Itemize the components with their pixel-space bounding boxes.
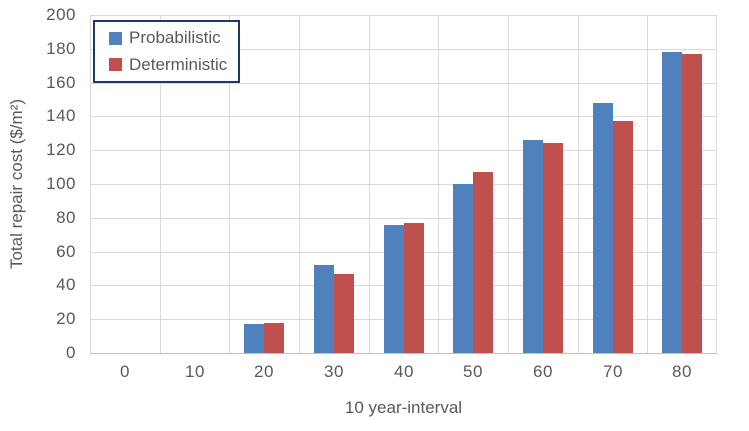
vertical-gridline xyxy=(299,15,300,353)
horizontal-gridline xyxy=(90,218,717,219)
vertical-gridline xyxy=(647,15,648,353)
plot-area xyxy=(90,15,717,354)
y-tick-label: 100 xyxy=(46,174,76,193)
x-tick-label: 70 xyxy=(603,362,623,381)
y-tick-label: 0 xyxy=(66,343,76,362)
x-tick-label: 0 xyxy=(120,362,130,381)
bar-probabilistic-20 xyxy=(244,324,264,353)
horizontal-gridline xyxy=(90,83,717,84)
deterministic-series-swatch-icon xyxy=(109,58,122,72)
y-tick-label: 20 xyxy=(56,309,76,328)
legend-item-deterministic: Deterministic xyxy=(109,55,238,75)
bar-deterministic-40 xyxy=(404,223,424,353)
x-tick-label: 40 xyxy=(394,362,414,381)
bar-deterministic-20 xyxy=(264,323,284,353)
bar-deterministic-50 xyxy=(473,172,493,353)
y-tick-label: 120 xyxy=(46,140,76,159)
bar-deterministic-70 xyxy=(613,121,633,353)
probabilistic-series-swatch-icon xyxy=(109,31,122,45)
vertical-gridline xyxy=(508,15,509,353)
horizontal-gridline xyxy=(90,15,717,16)
x-tick-label: 60 xyxy=(533,362,553,381)
bar-probabilistic-30 xyxy=(314,265,334,353)
bar-probabilistic-50 xyxy=(453,184,473,353)
x-tick-label: 10 xyxy=(185,362,205,381)
bar-deterministic-30 xyxy=(334,274,354,353)
y-tick-label: 80 xyxy=(56,208,76,227)
horizontal-gridline xyxy=(90,150,717,151)
legend-label-probabilistic: Probabilistic xyxy=(129,28,221,48)
y-tick-label: 200 xyxy=(46,5,76,24)
vertical-gridline xyxy=(438,15,439,353)
x-axis-title: 10 year-interval xyxy=(344,398,463,417)
legend-item-probabilistic: Probabilistic xyxy=(109,28,238,48)
x-tick-label: 50 xyxy=(463,362,483,381)
y-tick-label: 160 xyxy=(46,73,76,92)
x-tick-label: 80 xyxy=(672,362,692,381)
legend: Probabilistic Deterministic xyxy=(93,20,240,83)
bar-probabilistic-80 xyxy=(662,52,682,353)
vertical-gridline xyxy=(160,15,161,353)
y-tick-label: 60 xyxy=(56,242,76,261)
bar-deterministic-80 xyxy=(682,54,702,353)
y-tick-label: 40 xyxy=(56,275,76,294)
horizontal-gridline xyxy=(90,184,717,185)
horizontal-gridline xyxy=(90,49,717,50)
x-tick-label: 20 xyxy=(254,362,274,381)
vertical-gridline xyxy=(716,15,717,353)
bar-deterministic-60 xyxy=(543,143,563,353)
legend-label-deterministic: Deterministic xyxy=(129,54,228,74)
vertical-gridline xyxy=(90,15,91,353)
bar-probabilistic-40 xyxy=(384,225,404,353)
y-tick-label: 140 xyxy=(46,106,76,125)
x-tick-label: 30 xyxy=(324,362,344,381)
vertical-gridline xyxy=(229,15,230,353)
bar-probabilistic-70 xyxy=(593,103,613,353)
vertical-gridline xyxy=(369,15,370,353)
y-tick-label: 180 xyxy=(46,39,76,58)
vertical-gridline xyxy=(578,15,579,353)
bar-probabilistic-60 xyxy=(523,140,543,353)
horizontal-gridline xyxy=(90,116,717,117)
